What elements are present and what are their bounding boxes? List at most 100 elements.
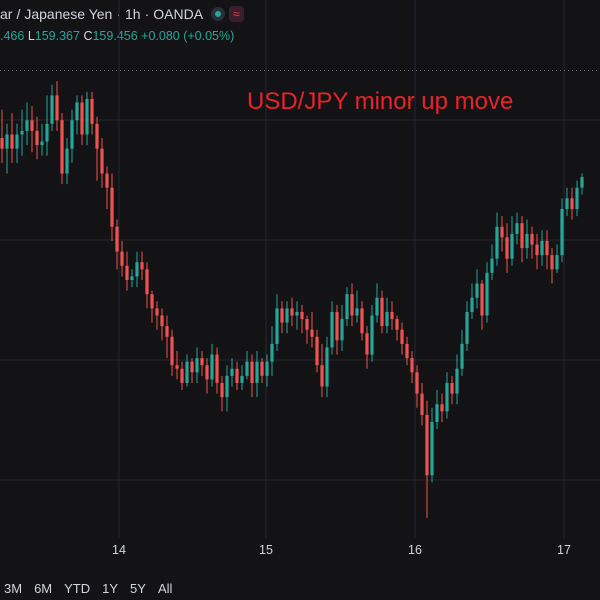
- candle-down[interactable]: [320, 343, 324, 398]
- candle-up[interactable]: [45, 95, 49, 156]
- candle-down[interactable]: [110, 173, 114, 241]
- candle-up[interactable]: [375, 283, 379, 323]
- candle-up[interactable]: [225, 365, 229, 412]
- candle-down[interactable]: [180, 361, 184, 391]
- candle-down[interactable]: [420, 382, 424, 426]
- candle-down[interactable]: [250, 354, 254, 398]
- candle-up[interactable]: [485, 262, 489, 323]
- candle-up[interactable]: [130, 269, 134, 288]
- candle-down[interactable]: [570, 187, 574, 220]
- candle-up[interactable]: [515, 212, 519, 245]
- candle-up[interactable]: [575, 180, 579, 217]
- candle-up[interactable]: [135, 251, 139, 288]
- candle-up[interactable]: [85, 91, 89, 146]
- candle-up[interactable]: [5, 123, 9, 174]
- candle-down[interactable]: [335, 304, 339, 355]
- candle-down[interactable]: [220, 375, 224, 412]
- candle-down[interactable]: [505, 223, 509, 273]
- candle-down[interactable]: [520, 216, 524, 263]
- candle-down[interactable]: [55, 81, 59, 131]
- candle-up[interactable]: [75, 95, 79, 135]
- candle-up[interactable]: [555, 244, 559, 273]
- candle-down[interactable]: [170, 329, 174, 376]
- candle-down[interactable]: [80, 95, 84, 146]
- candle-down[interactable]: [360, 301, 364, 341]
- candle-up[interactable]: [345, 287, 349, 327]
- candle-up[interactable]: [185, 354, 189, 387]
- symbol-title-row[interactable]: ar / Japanese Yen · 1h · OANDA ≈: [0, 4, 244, 24]
- candle-down[interactable]: [105, 166, 109, 209]
- candle-up[interactable]: [330, 301, 334, 355]
- candle-up[interactable]: [445, 372, 449, 419]
- candle-up[interactable]: [460, 329, 464, 376]
- candle-down[interactable]: [530, 226, 534, 259]
- candle-down[interactable]: [405, 336, 409, 366]
- candle-up[interactable]: [340, 304, 344, 351]
- candle-down[interactable]: [235, 361, 239, 391]
- chart-annotation-text[interactable]: USD/JPY minor up move: [247, 88, 514, 115]
- candle-up[interactable]: [565, 187, 569, 217]
- candle-down[interactable]: [95, 116, 99, 181]
- candle-up[interactable]: [255, 351, 259, 398]
- market-status-icon[interactable]: [211, 7, 226, 21]
- candle-up[interactable]: [525, 219, 529, 259]
- candle-up[interactable]: [295, 301, 299, 330]
- candle-up[interactable]: [240, 365, 244, 391]
- candle-down[interactable]: [500, 216, 504, 252]
- candle-down[interactable]: [115, 219, 119, 270]
- candle-up[interactable]: [245, 351, 249, 380]
- candle-up[interactable]: [210, 343, 214, 387]
- wave-icon[interactable]: ≈: [229, 6, 244, 22]
- candle-down[interactable]: [165, 315, 169, 359]
- candle-down[interactable]: [425, 400, 429, 518]
- candle-down[interactable]: [200, 351, 204, 376]
- time-axis[interactable]: 14 15 16 17: [0, 538, 600, 564]
- candle-up[interactable]: [580, 173, 584, 195]
- candle-up[interactable]: [195, 347, 199, 383]
- candle-up[interactable]: [370, 304, 374, 362]
- range-button-ytd[interactable]: YTD: [64, 580, 91, 596]
- candle-down[interactable]: [125, 251, 129, 291]
- candle-down[interactable]: [410, 351, 414, 383]
- candle-down[interactable]: [30, 106, 34, 153]
- candle-down[interactable]: [545, 230, 549, 270]
- candle-up[interactable]: [470, 283, 474, 320]
- candle-down[interactable]: [215, 347, 219, 394]
- candle-up[interactable]: [20, 109, 24, 156]
- candle-down[interactable]: [305, 315, 309, 344]
- candle-up[interactable]: [475, 269, 479, 309]
- candle-up[interactable]: [40, 123, 44, 156]
- range-button-5y[interactable]: 5Y: [130, 580, 146, 596]
- candle-down[interactable]: [145, 262, 149, 309]
- candle-down[interactable]: [150, 290, 154, 323]
- range-button-3m[interactable]: 3M: [4, 580, 23, 596]
- candle-down[interactable]: [190, 358, 194, 383]
- candle-down[interactable]: [35, 116, 39, 160]
- candle-up[interactable]: [65, 138, 69, 185]
- candle-up[interactable]: [355, 290, 359, 323]
- range-button-all[interactable]: All: [157, 580, 173, 596]
- candle-up[interactable]: [25, 102, 29, 146]
- candle-up[interactable]: [50, 84, 54, 131]
- candle-down[interactable]: [535, 233, 539, 270]
- candle-down[interactable]: [60, 113, 64, 185]
- candle-down[interactable]: [450, 375, 454, 405]
- candle-down[interactable]: [480, 280, 484, 330]
- candle-down[interactable]: [310, 311, 314, 348]
- candle-up[interactable]: [275, 294, 279, 351]
- candle-up[interactable]: [270, 326, 274, 376]
- range-button-1y[interactable]: 1Y: [102, 580, 119, 596]
- candle-up[interactable]: [265, 354, 269, 387]
- candle-down[interactable]: [10, 113, 14, 163]
- candle-down[interactable]: [100, 138, 104, 188]
- candle-up[interactable]: [70, 109, 74, 163]
- candle-down[interactable]: [315, 329, 319, 373]
- candle-up[interactable]: [430, 407, 434, 483]
- candle-down[interactable]: [175, 351, 179, 380]
- candle-down[interactable]: [440, 393, 444, 422]
- candle-down[interactable]: [120, 240, 124, 277]
- candle-down[interactable]: [415, 365, 419, 408]
- candle-down[interactable]: [90, 91, 94, 135]
- candlestick-chart[interactable]: [0, 0, 600, 538]
- candle-down[interactable]: [260, 358, 264, 383]
